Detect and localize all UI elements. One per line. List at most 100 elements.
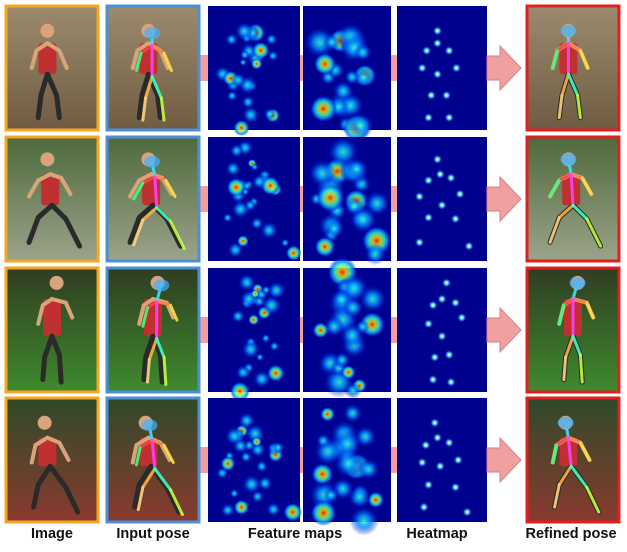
refine-arrow (486, 436, 522, 484)
feature-activation (255, 352, 265, 362)
heatmap-background (397, 398, 487, 522)
pose-limb (548, 216, 561, 244)
pose-limb (136, 485, 145, 512)
pose-limb (578, 441, 592, 462)
feature-activation (241, 339, 261, 359)
feature-activation (233, 119, 250, 136)
joint-peak (444, 112, 455, 123)
feature-activation (347, 112, 374, 139)
person-arm (130, 41, 151, 70)
person-head (37, 415, 52, 430)
joint-peak (441, 90, 452, 101)
feature-activation (242, 106, 260, 124)
feature-activation (354, 67, 374, 88)
feature-activation (339, 323, 365, 348)
feature-activation (257, 475, 273, 491)
joint-peak (428, 374, 438, 385)
joint-peak (432, 38, 443, 49)
figure-row (4, 135, 621, 266)
pose-limb (557, 93, 564, 120)
person-arm (29, 41, 50, 70)
joint-peak (444, 437, 455, 448)
joint-peak (432, 432, 443, 443)
refined-pose-panel-border (525, 396, 621, 524)
pose-limb (168, 303, 179, 322)
person-torso (41, 174, 60, 206)
pose-limb (566, 436, 582, 445)
person-leg (141, 333, 156, 383)
pose-limb (557, 203, 575, 220)
pose-limb (580, 176, 593, 196)
feature-activation (239, 49, 250, 61)
person-torso (43, 299, 61, 337)
pose-limb (569, 464, 589, 489)
joint-peak (451, 63, 462, 73)
joint-peak (428, 300, 438, 311)
joint-peak (420, 440, 431, 451)
feature-activation (313, 52, 337, 76)
feature-activation (252, 41, 270, 60)
pose-limb (162, 51, 173, 72)
feature-activation (255, 460, 268, 473)
pose-limb (141, 96, 148, 122)
person-arm (48, 172, 73, 197)
joint-peak (423, 479, 434, 490)
pose-limb (134, 446, 142, 467)
joint-peak (437, 294, 447, 304)
joint-peak (446, 172, 456, 183)
pose-head-marker (560, 153, 577, 166)
image-panel-border (4, 4, 100, 132)
person-arm (29, 435, 50, 465)
person-leg (132, 463, 154, 510)
image-panel-border (4, 266, 100, 394)
pose-limb (150, 75, 163, 100)
feature-activation (344, 382, 362, 399)
feature-activation (233, 499, 250, 516)
pose-head-marker (569, 276, 586, 289)
person-leg (47, 463, 81, 515)
pose-limb (147, 337, 159, 362)
feature-activation (310, 500, 337, 526)
person-torso (38, 43, 57, 75)
pose-head-marker (141, 419, 158, 432)
pose-limb (569, 172, 584, 180)
pose-limb (145, 299, 159, 310)
pose-limb (551, 49, 559, 70)
feature-activation (225, 33, 238, 46)
pose-limb (553, 483, 561, 509)
feature-activation (349, 205, 378, 234)
joint-peak (417, 457, 428, 468)
feature-activation (267, 50, 279, 62)
feature-activation (285, 245, 302, 261)
person-arm (50, 297, 75, 320)
joint-peak (423, 318, 434, 329)
pose-limb (132, 218, 145, 247)
feature-activation (283, 502, 303, 522)
pose-limb (560, 72, 570, 97)
input-pose-panel-border (105, 396, 201, 524)
feature-activation (250, 162, 259, 171)
joint-peak (453, 455, 464, 465)
column-label-refined-pose: Refined pose (525, 526, 617, 542)
feature-activation (263, 107, 276, 121)
person-head (40, 152, 55, 167)
feature-activation (353, 43, 372, 62)
pose-limb (150, 438, 166, 447)
person-arm (137, 297, 155, 326)
feature-activation (251, 436, 262, 447)
feature-activation (310, 95, 337, 123)
refine-arrow (486, 175, 522, 223)
pose-limb (557, 464, 573, 487)
pose-limb (155, 337, 166, 359)
pose-head-marker (144, 155, 161, 168)
feature-activation (229, 143, 244, 158)
pose-limb (168, 219, 186, 251)
joint-peak (456, 312, 467, 323)
pose-limb (551, 443, 558, 464)
feature-activation (323, 487, 339, 503)
pose-limb (569, 172, 575, 207)
feature-activation (333, 351, 351, 369)
pose-limb (571, 203, 589, 221)
feature-activation (226, 177, 246, 197)
pose-head-marker (144, 27, 161, 40)
